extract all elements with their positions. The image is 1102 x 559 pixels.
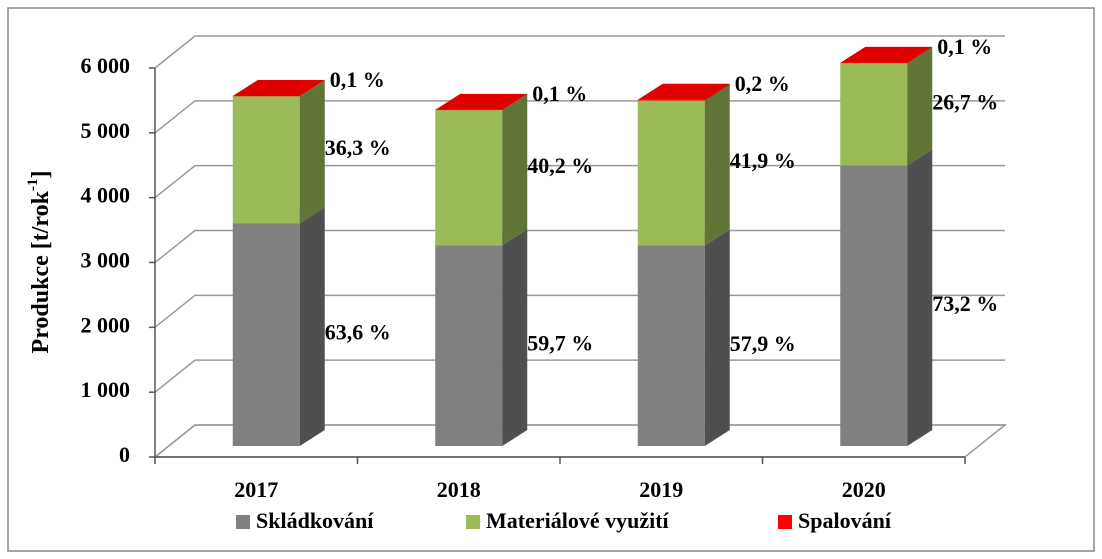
y-tick-label: 4 000: [81, 183, 131, 208]
grid-line: [154, 229, 1005, 264]
data-label: 36,3 %: [325, 135, 391, 160]
bar-top: [232, 79, 325, 96]
bar-segment: [637, 100, 705, 246]
x-tick-label: 2020: [842, 477, 886, 502]
y-tick-label: 5 000: [81, 118, 131, 143]
bar-side: [502, 94, 528, 246]
x-tick-label: 2018: [437, 477, 481, 502]
bar-segment: [232, 96, 300, 224]
bar-segment: [637, 245, 705, 446]
data-label: 0,1 %: [330, 67, 385, 92]
y-axis-label-part: ]: [28, 171, 54, 179]
bar-top: [840, 46, 933, 63]
bar-side: [907, 47, 933, 166]
bar-side: [907, 149, 933, 446]
grid-line: [154, 100, 1005, 134]
x-tick-label: 2019: [639, 477, 683, 502]
bar-segment: [435, 245, 503, 446]
legend-swatch: [236, 515, 250, 529]
legend-swatch: [778, 515, 792, 529]
y-axis-label-sup: -1: [25, 179, 41, 192]
x-tick-label: 2017: [234, 477, 278, 502]
legend-label: Materiálové využití: [486, 508, 670, 533]
y-tick-label: 6 000: [81, 53, 131, 78]
bar-side: [704, 83, 730, 101]
data-label: 0,2 %: [735, 71, 790, 96]
data-label: 73,2 %: [932, 291, 998, 316]
data-label: 40,2 %: [527, 153, 593, 178]
legend-label: Skládkování: [256, 508, 374, 533]
y-tick-label: 0: [119, 442, 130, 467]
bar-side: [704, 84, 730, 246]
bar-segment: [435, 110, 503, 246]
bar-segment: [840, 165, 908, 446]
data-label: 63,6 %: [325, 320, 391, 345]
legend-swatch: [466, 515, 480, 529]
bar-segment: [232, 223, 300, 446]
grid-line: [154, 164, 1005, 199]
legend-label: Spalování: [798, 508, 892, 533]
bar-side: [704, 229, 730, 446]
y-axis-label-part: Produkce [t/rok: [28, 190, 54, 353]
data-label: 0,1 %: [532, 81, 587, 106]
bar-segment: [637, 99, 705, 101]
bar-side: [299, 207, 325, 446]
bar-side: [299, 80, 325, 224]
grid-line: [154, 35, 1005, 69]
y-tick-label: 2 000: [81, 312, 131, 337]
y-axis-label: Produkce [t/rok-1]: [25, 171, 53, 354]
bar-side: [907, 46, 933, 64]
bar-top: [637, 83, 730, 100]
data-label: 41,9 %: [730, 148, 796, 173]
bar-side: [299, 79, 325, 97]
bar-top: [435, 93, 528, 110]
bar-side: [502, 229, 528, 446]
data-label: 0,1 %: [937, 34, 992, 59]
bar-side: [502, 93, 528, 111]
y-tick-label: 3 000: [81, 248, 131, 273]
grid-line: [154, 294, 1005, 328]
y-tick-label: 1 000: [81, 377, 131, 402]
bar-segment: [840, 63, 908, 166]
data-label: 26,7 %: [932, 89, 998, 114]
data-label: 57,9 %: [730, 331, 796, 356]
grid-line: [154, 359, 1005, 393]
data-label: 59,7 %: [527, 331, 593, 356]
grid-line: [154, 424, 1005, 458]
